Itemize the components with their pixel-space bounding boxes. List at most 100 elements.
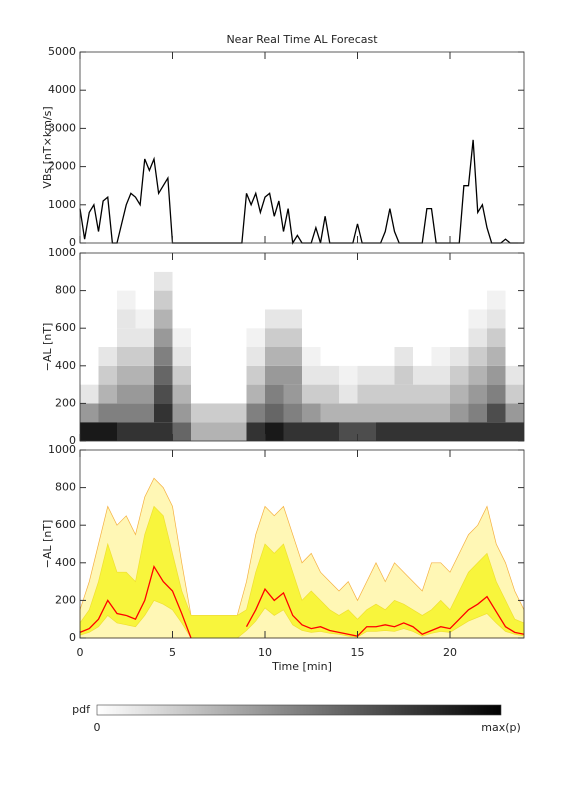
- heat-cell: [431, 403, 450, 423]
- heat-cell: [302, 271, 321, 291]
- heat-cell: [246, 253, 265, 272]
- y-tick-label: 200: [55, 593, 76, 606]
- heat-cell: [228, 403, 247, 423]
- heat-cell: [191, 271, 210, 291]
- heat-cell: [450, 271, 469, 291]
- heat-cell: [283, 403, 302, 423]
- heat-cell: [413, 271, 432, 291]
- heat-cell: [468, 422, 487, 441]
- heat-cell: [154, 365, 173, 385]
- heat-cell: [302, 403, 321, 423]
- heat-cell: [117, 403, 136, 423]
- heat-cell: [172, 384, 191, 404]
- heat-cell: [487, 422, 506, 441]
- y-axis-label: −AL [nT]: [41, 323, 54, 372]
- heat-cell: [191, 290, 210, 310]
- plot-frame: [79, 51, 525, 244]
- heat-cell: [265, 403, 284, 423]
- y-tick-label: 0: [69, 434, 76, 447]
- heat-cell: [376, 365, 395, 385]
- heat-cell: [228, 365, 247, 385]
- heat-cell: [172, 422, 191, 441]
- plot-frame: [79, 252, 525, 442]
- heat-cell: [413, 309, 432, 329]
- heat-cell: [209, 365, 228, 385]
- heat-cell: [135, 347, 154, 366]
- heat-cell: [505, 290, 524, 310]
- heat-cell: [376, 347, 395, 366]
- y-axis-label: −AL [nT]: [41, 520, 54, 569]
- heat-cell: [468, 290, 487, 310]
- x-tick-label: 0: [77, 646, 84, 659]
- heat-cell: [394, 253, 413, 272]
- heat-cell: [394, 403, 413, 423]
- heat-cell: [505, 403, 524, 423]
- heat-cell: [228, 290, 247, 310]
- heat-cell: [487, 271, 506, 291]
- heat-cell: [487, 365, 506, 385]
- heat-cell: [98, 403, 117, 423]
- heat-cell: [135, 328, 154, 347]
- heat-cell: [487, 347, 506, 366]
- heat-cell: [431, 290, 450, 310]
- heat-cell: [80, 422, 99, 441]
- heat-cell: [339, 403, 358, 423]
- heat-cell: [154, 384, 173, 404]
- heat-cell: [468, 365, 487, 385]
- heat-cell: [394, 384, 413, 404]
- heat-cell: [413, 290, 432, 310]
- heat-cell: [320, 290, 339, 310]
- heat-cell: [302, 347, 321, 366]
- heat-cell: [450, 290, 469, 310]
- heat-cell: [228, 271, 247, 291]
- heat-cell: [468, 328, 487, 347]
- heat-cell: [117, 271, 136, 291]
- heat-cell: [117, 422, 136, 441]
- heat-cell: [228, 253, 247, 272]
- heat-cell: [376, 309, 395, 329]
- heat-cell: [394, 271, 413, 291]
- heat-cell: [80, 365, 99, 385]
- heat-cell: [265, 271, 284, 291]
- heat-cell: [191, 384, 210, 404]
- heat-cell: [172, 328, 191, 347]
- heat-cell: [339, 271, 358, 291]
- heat-cell: [320, 422, 339, 441]
- heat-cell: [376, 384, 395, 404]
- heat-cell: [302, 365, 321, 385]
- heat-cell: [154, 328, 173, 347]
- heat-cell: [394, 422, 413, 441]
- heat-cell: [246, 347, 265, 366]
- y-tick-label: 1000: [48, 198, 76, 211]
- heat-cell: [376, 253, 395, 272]
- heat-cell: [117, 309, 136, 329]
- heat-cell: [80, 347, 99, 366]
- heat-cell: [283, 365, 302, 385]
- heat-cell: [154, 271, 173, 291]
- x-axis-label: Time [min]: [271, 660, 332, 673]
- y-tick-label: 400: [55, 359, 76, 372]
- heat-cell: [209, 271, 228, 291]
- heat-cell: [117, 365, 136, 385]
- heat-cell: [487, 253, 506, 272]
- heat-cell: [283, 309, 302, 329]
- heat-cell: [191, 309, 210, 329]
- heat-cell: [80, 253, 99, 272]
- heat-cell: [339, 365, 358, 385]
- y-tick-label: 1000: [48, 246, 76, 259]
- heat-cell: [191, 328, 210, 347]
- heat-cell: [487, 290, 506, 310]
- heat-cell: [394, 365, 413, 385]
- heat-cell: [431, 365, 450, 385]
- heat-cell: [468, 309, 487, 329]
- heat-cell: [265, 422, 284, 441]
- heat-cell: [413, 403, 432, 423]
- heat-cell: [302, 422, 321, 441]
- heat-cell: [117, 253, 136, 272]
- heat-cell: [357, 271, 376, 291]
- heat-cell: [431, 422, 450, 441]
- heat-cell: [339, 328, 358, 347]
- data-line: [79, 564, 525, 639]
- heat-cell: [468, 271, 487, 291]
- heat-cell: [154, 422, 173, 441]
